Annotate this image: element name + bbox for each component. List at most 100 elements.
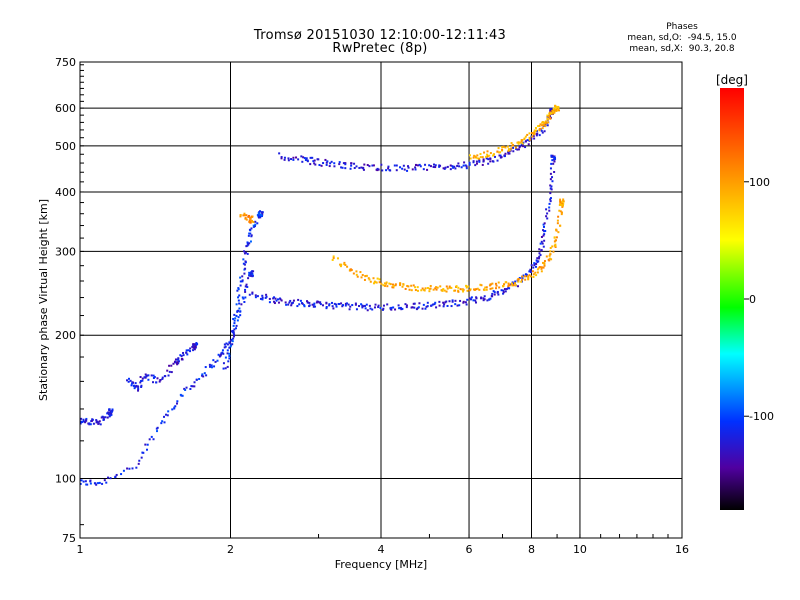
scatter-point	[127, 377, 130, 380]
scatter-point	[546, 217, 549, 220]
scatter-point	[467, 285, 470, 288]
scatter-point	[458, 304, 461, 307]
scatter-point	[520, 143, 523, 146]
scatter-point	[189, 350, 192, 353]
scatter-point	[545, 208, 548, 211]
scatter-point	[377, 306, 380, 309]
scatter-point	[311, 303, 314, 306]
scatter-point	[287, 159, 290, 162]
scatter-point	[180, 355, 183, 358]
scatter-point	[304, 159, 307, 162]
scatter-point	[343, 263, 346, 266]
scatter-point	[507, 152, 510, 155]
scatter-point	[261, 294, 264, 297]
scatter-point	[297, 298, 300, 301]
scatter-point	[483, 295, 486, 298]
scatter-point	[322, 162, 325, 165]
scatter-point	[533, 131, 536, 134]
scatter-point	[479, 283, 482, 286]
scatter-point	[554, 239, 557, 242]
scatter-point	[501, 146, 504, 149]
scatter-point	[488, 154, 491, 157]
scatter-point	[242, 258, 245, 261]
scatter-point	[511, 281, 514, 284]
scatter-point	[414, 286, 417, 289]
scatter-point	[130, 384, 133, 387]
scatter-point	[456, 304, 459, 307]
scatter-point	[185, 351, 188, 354]
scatter-point	[482, 160, 485, 163]
scatter-point	[543, 233, 546, 236]
scatter-point	[244, 267, 247, 270]
scatter-point	[141, 451, 144, 454]
scatter-point	[445, 285, 448, 288]
scatter-point	[256, 214, 259, 217]
scatter-point	[488, 298, 491, 301]
scatter-point	[193, 348, 196, 351]
scatter-point	[483, 298, 486, 301]
scatter-point	[95, 483, 98, 486]
scatter-point	[561, 205, 564, 208]
scatter-point	[543, 263, 546, 266]
scatter-point	[489, 287, 492, 290]
scatter-point	[277, 298, 280, 301]
scatter-point	[322, 304, 325, 307]
scatter-point	[109, 477, 112, 480]
scatter-point	[446, 304, 449, 307]
scatter-point	[306, 300, 309, 303]
scatter-point	[290, 302, 293, 305]
scatter-point	[79, 482, 82, 485]
scatter-point	[346, 265, 349, 268]
colorbar	[720, 88, 744, 510]
scatter-point	[549, 246, 552, 249]
scatter-point	[192, 343, 195, 346]
scatter-point	[244, 260, 247, 263]
scatter-point	[444, 166, 447, 169]
scatter-point	[81, 421, 84, 424]
scatter-point	[499, 151, 502, 154]
scatter-point	[257, 216, 260, 219]
scatter-point	[106, 416, 109, 419]
scatter-point	[524, 273, 527, 276]
scatter-point	[205, 374, 208, 377]
scatter-point	[359, 271, 362, 274]
scatter-point	[107, 412, 110, 415]
scatter-point	[161, 420, 164, 423]
scatter-point	[451, 299, 454, 302]
scatter-point	[354, 303, 357, 306]
scatter-point	[177, 362, 180, 365]
scatter-point	[328, 303, 331, 306]
scatter-point	[394, 308, 397, 311]
scatter-point	[212, 359, 215, 362]
scatter-point	[349, 305, 352, 308]
scatter-point	[248, 219, 251, 222]
scatter-point	[434, 287, 437, 290]
scatter-point	[560, 203, 563, 206]
scatter-point	[406, 169, 409, 172]
scatter-point	[476, 157, 479, 160]
scatter-point	[368, 304, 371, 307]
scatter-point	[434, 164, 437, 167]
scatter-point	[391, 283, 394, 286]
scatter-point	[239, 214, 242, 217]
scatter-point	[521, 275, 524, 278]
scatter-point	[381, 308, 384, 311]
scatter-point	[143, 376, 146, 379]
scatter-point	[410, 289, 413, 292]
scatter-point	[220, 353, 223, 356]
scatter-point	[259, 215, 262, 218]
scatter-point	[402, 164, 405, 167]
scatter-point	[249, 274, 252, 277]
scatter-point	[340, 263, 343, 266]
scatter-point	[228, 341, 231, 344]
scatter-point	[489, 283, 492, 286]
scatter-point	[528, 136, 531, 139]
y-tick-label: 75	[62, 532, 76, 545]
scatter-point	[89, 423, 92, 426]
scatter-point	[355, 308, 358, 311]
scatter-point	[243, 263, 246, 266]
scatter-point	[254, 294, 257, 297]
x-tick-label: 10	[573, 543, 587, 556]
scatter-point	[521, 142, 524, 145]
scatter-point	[210, 364, 213, 367]
